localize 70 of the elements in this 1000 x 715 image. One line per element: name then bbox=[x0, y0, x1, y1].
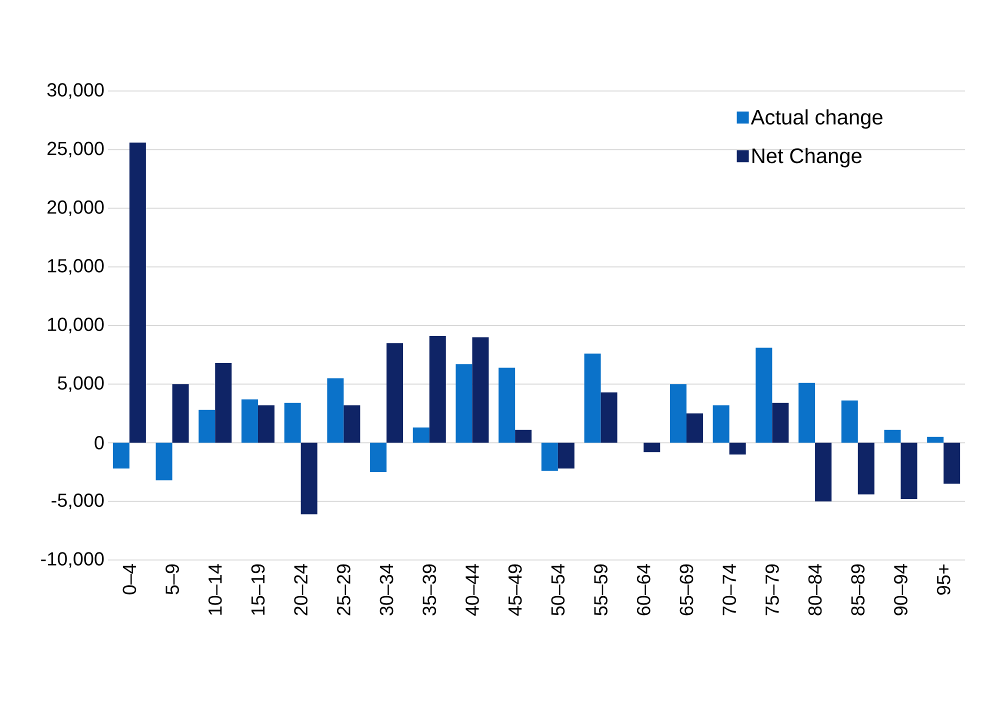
bar bbox=[498, 368, 516, 443]
bar bbox=[344, 405, 360, 443]
bar bbox=[644, 442, 660, 452]
bar bbox=[241, 399, 258, 443]
legend-label: Net Change bbox=[752, 148, 862, 168]
bar bbox=[112, 442, 130, 469]
x-tick-label: 70–74 bbox=[722, 564, 736, 616]
x-tick-label: 55–59 bbox=[594, 564, 608, 616]
bar bbox=[515, 430, 532, 443]
bar bbox=[772, 402, 789, 443]
bar bbox=[884, 430, 901, 443]
x-tick-label: 85–89 bbox=[851, 564, 865, 616]
x-tick-label: 30–34 bbox=[380, 564, 394, 616]
bar bbox=[156, 442, 172, 480]
y-tick-label: 30,000 bbox=[47, 83, 104, 99]
x-tick-label: 90–94 bbox=[894, 564, 908, 616]
bar bbox=[258, 405, 274, 443]
x-tick-label: 10–14 bbox=[208, 564, 222, 615]
bar bbox=[944, 442, 960, 484]
x-tick-label: 95+ bbox=[936, 564, 950, 595]
bar bbox=[584, 354, 601, 443]
bar bbox=[456, 364, 472, 443]
bar bbox=[900, 442, 918, 500]
y-tick-label: 10,000 bbox=[48, 318, 104, 334]
bar bbox=[729, 442, 746, 454]
bar bbox=[472, 337, 489, 443]
bar bbox=[841, 400, 858, 443]
x-tick-label: 5–9 bbox=[166, 564, 179, 594]
bar bbox=[858, 442, 874, 494]
bar bbox=[541, 442, 558, 471]
bar bbox=[429, 336, 446, 443]
y-tick-label: -10,000 bbox=[41, 552, 104, 568]
bar bbox=[327, 378, 344, 443]
y-tick-label: 20,000 bbox=[48, 200, 104, 216]
bar bbox=[284, 402, 301, 443]
bar bbox=[215, 363, 232, 443]
bar bbox=[815, 442, 832, 502]
x-tick-label: 45–49 bbox=[508, 564, 522, 616]
x-tick-label: 15–19 bbox=[251, 564, 265, 615]
x-tick-label: 20–24 bbox=[294, 564, 308, 616]
x-tick-label: 50–54 bbox=[551, 564, 565, 616]
bar bbox=[670, 384, 686, 443]
bar bbox=[370, 442, 387, 472]
y-tick-label: 0 bbox=[94, 436, 104, 450]
bar bbox=[386, 343, 404, 443]
bar bbox=[686, 413, 703, 443]
bar bbox=[558, 442, 574, 469]
x-tick-label: 0–4 bbox=[122, 564, 136, 594]
y-tick-label: 5,000 bbox=[58, 376, 104, 392]
bar bbox=[600, 392, 618, 443]
bar bbox=[712, 405, 730, 443]
y-tick-label: 15,000 bbox=[48, 259, 104, 275]
legend-label: Actual change bbox=[750, 109, 882, 129]
x-tick-label: 80–84 bbox=[808, 564, 822, 616]
x-tick-label: 35–39 bbox=[422, 564, 436, 616]
x-tick-label: 75–79 bbox=[765, 564, 779, 616]
x-tick-label: 25–29 bbox=[336, 564, 350, 616]
x-tick-label: 65–69 bbox=[680, 564, 694, 616]
y-tick-label: -5,000 bbox=[52, 494, 104, 510]
bar bbox=[198, 410, 216, 443]
x-tick-label: 40–44 bbox=[466, 564, 479, 616]
bar bbox=[756, 348, 772, 443]
bar bbox=[300, 442, 318, 514]
bar bbox=[927, 436, 944, 443]
bar bbox=[129, 142, 146, 443]
bar bbox=[412, 427, 430, 443]
bar bbox=[798, 382, 816, 443]
y-tick-label: 25,000 bbox=[48, 142, 104, 158]
x-tick-label: 60–64 bbox=[636, 564, 650, 616]
bar bbox=[172, 384, 189, 443]
